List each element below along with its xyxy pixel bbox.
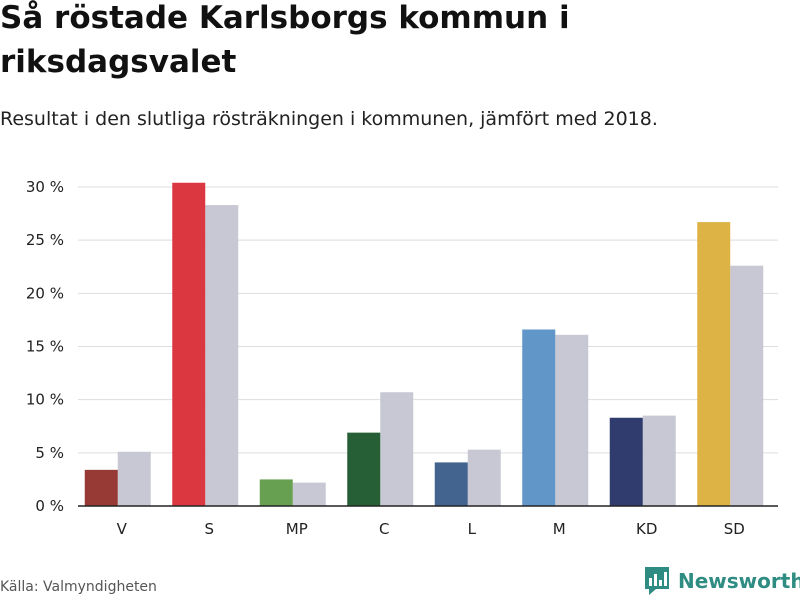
y-tick-label: 15 % xyxy=(26,338,64,356)
chart-subtitle: Resultat i den slutliga rösträkningen i … xyxy=(0,108,658,130)
bar-2018 xyxy=(380,392,414,506)
bar-2022 xyxy=(347,432,381,506)
source-note: Källa: Valmyndigheten xyxy=(0,579,157,595)
bar-2022 xyxy=(522,329,556,506)
newsworthy-icon xyxy=(645,567,669,595)
bar-2022 xyxy=(172,182,206,506)
bar-2018 xyxy=(467,449,501,506)
bar-2018 xyxy=(730,265,764,506)
bar-2018 xyxy=(205,205,239,506)
y-tick-label: 5 % xyxy=(35,444,64,462)
bar-2018 xyxy=(555,334,589,506)
bar-2022 xyxy=(434,462,468,506)
y-tick-label: 20 % xyxy=(26,284,64,302)
bar-2022 xyxy=(697,222,731,506)
newsworthy-logo: Newsworthy xyxy=(644,566,800,596)
bar-2018 xyxy=(292,482,326,506)
y-tick-label: 25 % xyxy=(26,231,64,249)
bar-chart: 0 % 5 % 10 % 15 % 20 % 25 % 30 % V S MP C L M KD SD xyxy=(26,178,778,538)
x-tick-label: V xyxy=(117,520,128,538)
brand-name: Newsworthy xyxy=(678,569,800,593)
bar-2022 xyxy=(259,479,293,506)
x-tick-label: SD xyxy=(724,520,745,538)
x-tick-label: C xyxy=(379,520,389,538)
y-tick-label: 30 % xyxy=(26,178,64,196)
x-tick-label: M xyxy=(553,520,566,538)
y-tick-label: 0 % xyxy=(35,497,64,515)
x-tick-label: S xyxy=(204,520,214,538)
chart-title: Så röstade Karlsborgs kommun i riksdagsv… xyxy=(0,0,570,80)
x-tick-label: KD xyxy=(636,520,657,538)
y-tick-label: 10 % xyxy=(26,391,64,409)
bar-2022 xyxy=(609,417,643,506)
x-tick-label: MP xyxy=(286,520,308,538)
x-tick-label: L xyxy=(468,520,477,538)
bar-2022 xyxy=(84,469,118,506)
bar-2018 xyxy=(117,451,151,506)
bar-2018 xyxy=(642,415,676,506)
